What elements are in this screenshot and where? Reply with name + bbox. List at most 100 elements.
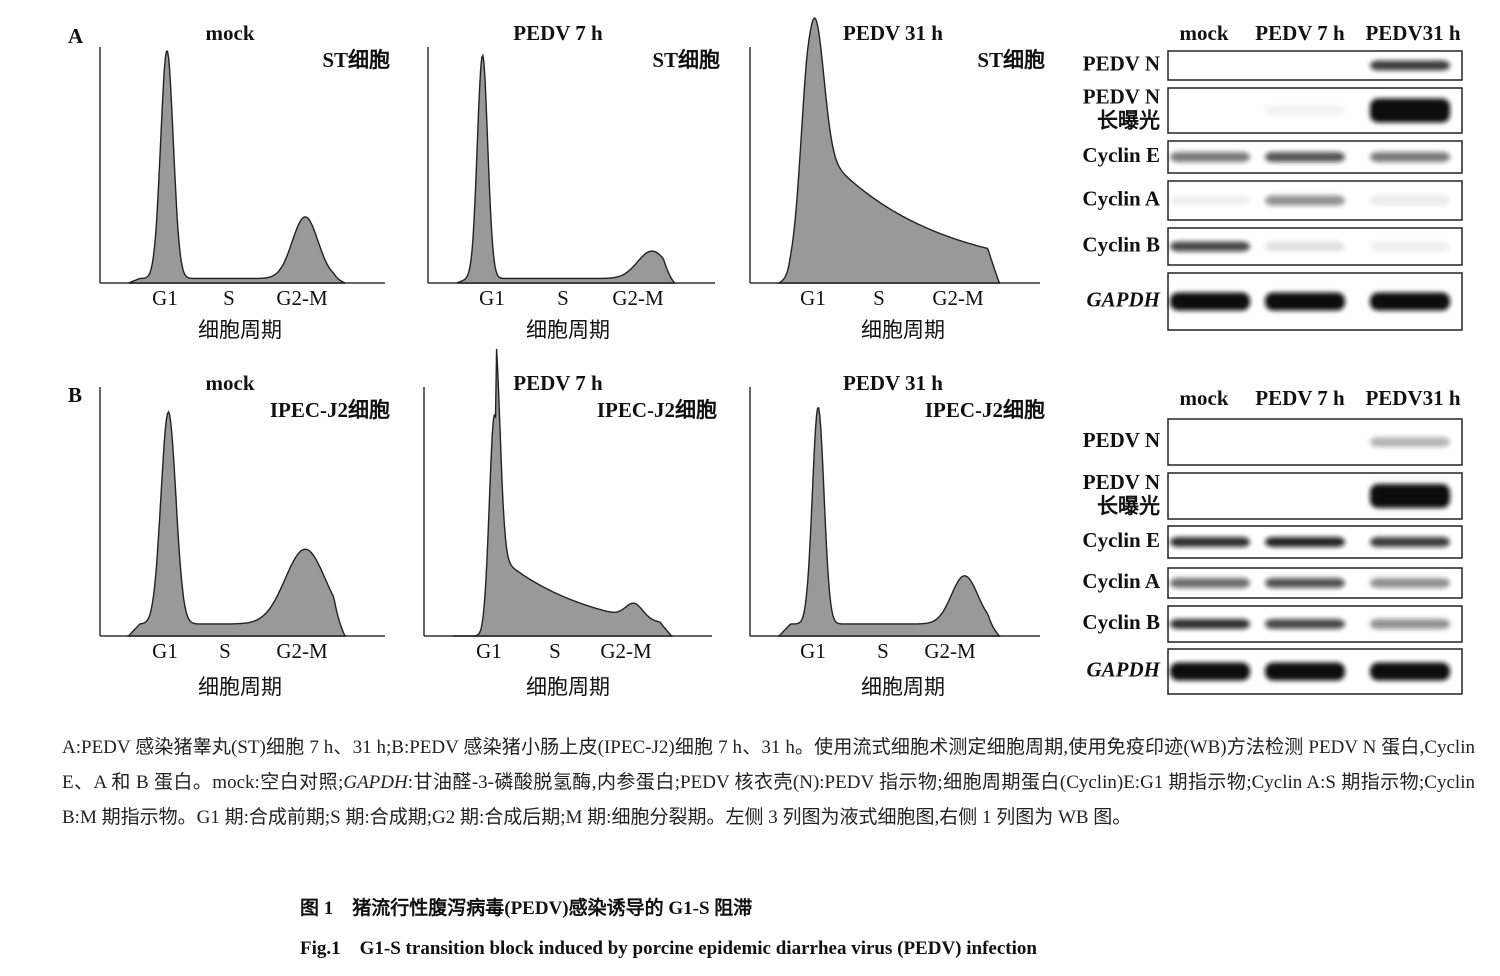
tick-label: G2-M xyxy=(600,639,652,663)
histogram-title: PEDV 31 h xyxy=(843,21,943,45)
band xyxy=(1170,241,1250,252)
tick-label: G2-M xyxy=(612,286,664,310)
row-label: PEDV N xyxy=(1083,428,1160,452)
axis-label: 细胞周期 xyxy=(526,318,610,342)
band xyxy=(1370,578,1450,588)
lane-label: PEDV 7 h xyxy=(1255,386,1345,410)
histogram-title: mock xyxy=(206,371,255,395)
lane-label: mock xyxy=(1180,386,1229,410)
cell-label: IPEC-J2细胞 xyxy=(270,398,390,422)
tick-label: G1 xyxy=(152,639,178,663)
histogram xyxy=(776,17,1001,284)
tick-label: S xyxy=(549,639,561,663)
caption-text: GAPDH xyxy=(343,772,408,793)
row-label: 长曝光 xyxy=(1097,494,1160,518)
tick-label: S xyxy=(877,639,889,663)
tick-label: S xyxy=(219,639,231,663)
band xyxy=(1370,195,1450,206)
band xyxy=(1170,578,1250,588)
row-label: Cyclin B xyxy=(1082,610,1160,634)
caption-text: :甘油醛-3-磷酸脱氢酶,内参蛋白;PEDV 核衣壳(N):PEDV 指示物;细… xyxy=(62,772,1475,828)
axis-label: 细胞周期 xyxy=(198,318,282,342)
row-label: Cyclin E xyxy=(1082,143,1160,167)
histogram-title: mock xyxy=(206,21,255,45)
histogram xyxy=(456,53,677,284)
histogram xyxy=(128,50,346,284)
figure-title: 图 1 猪流行性腹泻病毒(PEDV)感染诱导的 G1-S 阻滞 xyxy=(300,898,753,919)
tick-label: G1 xyxy=(152,286,178,310)
row-label: GAPDH xyxy=(1087,287,1161,311)
axis-label: 细胞周期 xyxy=(861,318,945,342)
tick-label: G2-M xyxy=(924,639,976,663)
row-label: Cyclin E xyxy=(1082,528,1160,552)
tick-label: G2-M xyxy=(276,286,328,310)
band xyxy=(1265,578,1345,588)
tick-label: G1 xyxy=(476,639,502,663)
cell-label: ST细胞 xyxy=(322,48,390,72)
caption: A:PEDV 感染猪睾丸(ST)细胞 7 h、31 h;B:PEDV 感染猪小肠… xyxy=(62,730,1475,835)
band xyxy=(1370,484,1450,508)
row-label: PEDV N xyxy=(1083,84,1160,108)
band xyxy=(1370,537,1450,547)
histogram xyxy=(452,348,674,637)
band xyxy=(1265,662,1345,681)
row-label: Cyclin B xyxy=(1082,232,1160,256)
cell-label: ST细胞 xyxy=(977,48,1045,72)
band xyxy=(1265,105,1345,116)
band xyxy=(1265,292,1345,311)
caption-text: A:PEDV 感染猪睾丸(ST)细胞 7 h、31 h;B:PEDV 感染猪小肠… xyxy=(62,737,1475,793)
band xyxy=(1170,195,1250,206)
axis-label: 细胞周期 xyxy=(198,675,282,699)
row-label: Cyclin A xyxy=(1082,186,1160,210)
axis-label: 细胞周期 xyxy=(861,675,945,699)
tick-label: G1 xyxy=(800,286,826,310)
lane-label: PEDV 7 h xyxy=(1255,21,1345,45)
panel-label: A xyxy=(68,24,84,48)
tick-label: S xyxy=(223,286,235,310)
band xyxy=(1370,292,1450,311)
band xyxy=(1170,152,1250,162)
tick-label: G2-M xyxy=(276,639,328,663)
band xyxy=(1265,241,1345,252)
row-label: PEDV N xyxy=(1083,470,1160,494)
tick-label: S xyxy=(873,286,885,310)
band xyxy=(1370,662,1450,681)
cell-label: IPEC-J2细胞 xyxy=(597,398,717,422)
band xyxy=(1170,619,1250,629)
band xyxy=(1170,662,1250,681)
lane-label: PEDV31 h xyxy=(1365,21,1460,45)
histogram xyxy=(777,407,1001,637)
figure-title: Fig.1 G1-S transition block induced by p… xyxy=(300,938,1037,959)
band xyxy=(1170,292,1250,311)
histogram xyxy=(126,410,347,637)
histogram-title: PEDV 7 h xyxy=(513,371,603,395)
row-label: Cyclin A xyxy=(1082,569,1160,593)
band xyxy=(1265,537,1345,547)
band xyxy=(1265,152,1345,162)
row-label: GAPDH xyxy=(1087,657,1161,681)
band xyxy=(1370,98,1450,123)
band xyxy=(1265,195,1345,206)
tick-label: G1 xyxy=(479,286,505,310)
axis-label: 细胞周期 xyxy=(526,675,610,699)
row-label: 长曝光 xyxy=(1097,108,1160,132)
tick-label: S xyxy=(557,286,569,310)
row-label: PEDV N xyxy=(1083,51,1160,75)
cell-label: IPEC-J2细胞 xyxy=(925,398,1045,422)
band xyxy=(1370,60,1450,71)
band xyxy=(1170,537,1250,547)
band xyxy=(1370,152,1450,162)
panel-label: B xyxy=(68,383,82,407)
tick-label: G2-M xyxy=(932,286,984,310)
lane-label: PEDV31 h xyxy=(1365,386,1460,410)
tick-label: G1 xyxy=(800,639,826,663)
band xyxy=(1370,437,1450,447)
lane-label: mock xyxy=(1180,21,1229,45)
histogram-title: PEDV 7 h xyxy=(513,21,603,45)
cell-label: ST细胞 xyxy=(652,48,720,72)
band xyxy=(1265,619,1345,629)
band xyxy=(1370,619,1450,629)
band xyxy=(1370,241,1450,252)
